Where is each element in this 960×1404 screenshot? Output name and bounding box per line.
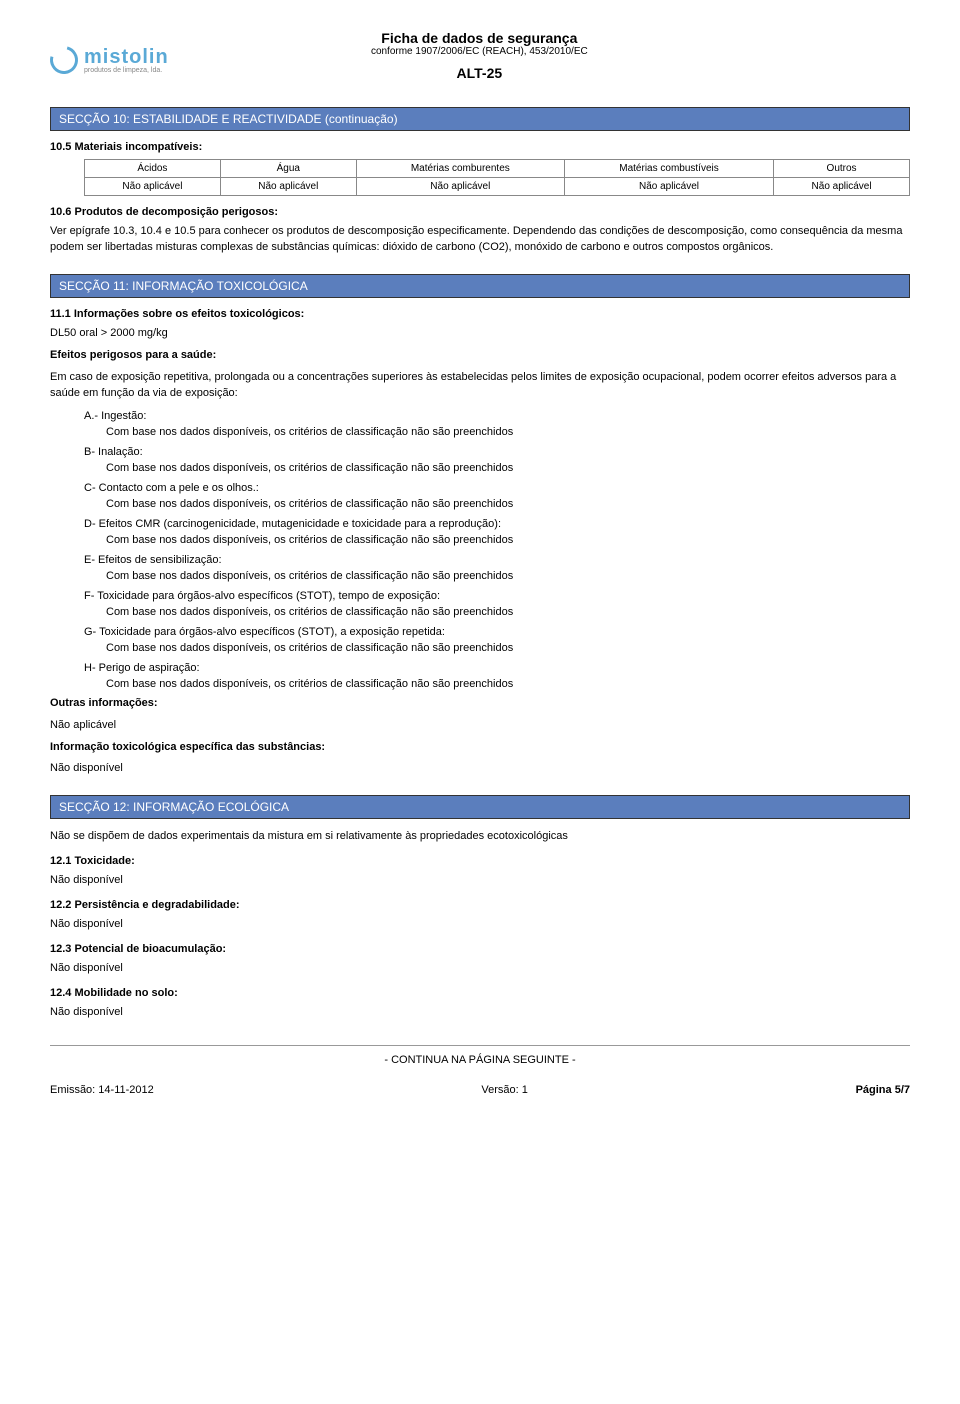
subsection-num: 11.1 — [50, 308, 71, 320]
tox-info-body: Não disponível — [50, 761, 910, 777]
section-10-header: SECÇÃO 10: ESTABILIDADE E REACTIVIDADE (… — [50, 107, 910, 131]
section-11-header: SECÇÃO 11: INFORMAÇÃO TOXICOLÓGICA — [50, 274, 910, 298]
subsection-num: 12.3 — [50, 943, 71, 955]
table-cell: Matérias comburentes — [356, 160, 564, 178]
subsection-10-6: 10.6 Produtos de decomposição perigosos: — [50, 206, 910, 218]
effect-item-label: A.- Ingestão: — [84, 410, 910, 422]
footer-page-label: Página — [856, 1084, 895, 1096]
subsection-11-1: 11.1 Informações sobre os efeitos toxico… — [50, 308, 910, 320]
other-info-title: Outras informações: — [50, 696, 910, 712]
subsection-title: Mobilidade no solo: — [74, 987, 177, 999]
subsection-title: Informações sobre os efeitos toxicológic… — [74, 308, 304, 320]
table-cell: Outros — [774, 160, 910, 178]
table-cell: Água — [220, 160, 356, 178]
effect-item-body: Com base nos dados disponíveis, os crité… — [106, 462, 910, 474]
logo-text: mistolin — [84, 46, 169, 69]
footer-emission-label: Emissão: — [50, 1084, 98, 1096]
logo: mistolin produtos de limpeza, lda. — [50, 46, 169, 74]
effects-title: Efeitos perigosos para a saúde: — [50, 348, 910, 364]
effect-item-body: Com base nos dados disponíveis, os crité… — [106, 642, 910, 654]
effects-list: A.- Ingestão: Com base nos dados disponív… — [50, 410, 910, 690]
effect-item-label: E- Efeitos de sensibilização: — [84, 554, 910, 566]
doc-header: Ficha de dados de segurança conforme 190… — [169, 30, 790, 81]
subsection-body: Não disponível — [50, 917, 910, 933]
effect-item-label: D- Efeitos CMR (carcinogenicidade, mutag… — [84, 518, 910, 530]
effect-item-label: C- Contacto com a pele e os olhos.: — [84, 482, 910, 494]
dl50-value: DL50 oral > 2000 mg/kg — [50, 326, 910, 342]
doc-code: ALT-25 — [169, 65, 790, 81]
subsection-title: Potencial de bioacumulação: — [74, 943, 226, 955]
other-info-body: Não aplicável — [50, 718, 910, 734]
subsection-title: Toxicidade: — [74, 855, 134, 867]
effect-item-body: Com base nos dados disponíveis, os crité… — [106, 498, 910, 510]
effect-item-label: G- Toxicidade para órgãos-alvo específic… — [84, 626, 910, 638]
effect-item-body: Com base nos dados disponíveis, os crité… — [106, 570, 910, 582]
subsection-body: Não disponível — [50, 1005, 910, 1021]
table-cell: Não aplicável — [774, 178, 910, 196]
table-cell: Não aplicável — [85, 178, 221, 196]
logo-swirl-icon — [45, 40, 83, 78]
effect-item-body: Com base nos dados disponíveis, os crité… — [106, 606, 910, 618]
subsection-title: Materiais incompatíveis: — [74, 141, 202, 153]
footer-emission: Emissão: 14-11-2012 — [50, 1084, 154, 1096]
subsection-body: Não disponível — [50, 961, 910, 977]
table-cell: Ácidos — [85, 160, 221, 178]
footer-page: Página 5/7 — [856, 1084, 910, 1096]
effect-item-label: B- Inalação: — [84, 446, 910, 458]
effect-item-body: Com base nos dados disponíveis, os crité… — [106, 534, 910, 546]
table-cell: Matérias combustíveis — [564, 160, 773, 178]
effects-intro: Em caso de exposição repetitiva, prolong… — [50, 370, 910, 402]
table-row: Não aplicável Não aplicável Não aplicáve… — [85, 178, 910, 196]
effect-item-label: F- Toxicidade para órgãos-alvo específic… — [84, 590, 910, 602]
subsection-12-2: 12.2 Persistência e degradabilidade: — [50, 899, 910, 911]
footer-row: Emissão: 14-11-2012 Versão: 1 Página 5/7 — [50, 1084, 910, 1096]
subsection-num: 12.1 — [50, 855, 71, 867]
footer-emission-date: 14-11-2012 — [98, 1084, 153, 1096]
footer-version: Versão: 1 — [481, 1084, 527, 1096]
doc-subtitle: conforme 1907/2006/EC (REACH), 453/2010/… — [169, 46, 790, 57]
tox-info-title: Informação toxicológica específica das s… — [50, 740, 910, 756]
footer-page-value: 5/7 — [895, 1084, 910, 1096]
footer-version-label: Versão: — [481, 1084, 521, 1096]
doc-title: Ficha de dados de segurança — [169, 30, 790, 46]
effect-item-body: Com base nos dados disponíveis, os crité… — [106, 426, 910, 438]
header-row: mistolin produtos de limpeza, lda. Ficha… — [50, 30, 910, 89]
section-12-header: SECÇÃO 12: INFORMAÇÃO ECOLÓGICA — [50, 795, 910, 819]
subsection-body: Não disponível — [50, 873, 910, 889]
subsection-12-3: 12.3 Potencial de bioacumulação: — [50, 943, 910, 955]
subsection-12-1: 12.1 Toxicidade: — [50, 855, 910, 867]
section-12-intro: Não se dispõem de dados experimentais da… — [50, 829, 910, 845]
subsection-10-5: 10.5 Materiais incompatíveis: — [50, 141, 910, 153]
subsection-body: Ver epígrafe 10.3, 10.4 e 10.5 para conh… — [50, 224, 910, 256]
footer-continue: - CONTINUA NA PÁGINA SEGUINTE - — [50, 1054, 910, 1066]
table-cell: Não aplicável — [356, 178, 564, 196]
table-row: Ácidos Água Matérias comburentes Matéria… — [85, 160, 910, 178]
effect-item-body: Com base nos dados disponíveis, os crité… — [106, 678, 910, 690]
effect-item-label: H- Perigo de aspiração: — [84, 662, 910, 674]
table-cell: Não aplicável — [564, 178, 773, 196]
subsection-12-4: 12.4 Mobilidade no solo: — [50, 987, 910, 999]
footer-version-value: 1 — [522, 1084, 528, 1096]
subsection-num: 12.2 — [50, 899, 71, 911]
subsection-num: 12.4 — [50, 987, 71, 999]
logo-tagline: produtos de limpeza, lda. — [84, 67, 169, 74]
footer-separator — [50, 1045, 910, 1046]
subsection-num: 10.5 — [50, 141, 71, 153]
subsection-title: Persistência e degradabilidade: — [74, 899, 239, 911]
incompatible-materials-table: Ácidos Água Matérias comburentes Matéria… — [84, 159, 910, 196]
subsection-num: 10.6 — [50, 206, 71, 218]
table-cell: Não aplicável — [220, 178, 356, 196]
subsection-title: Produtos de decomposição perigosos: — [74, 206, 278, 218]
